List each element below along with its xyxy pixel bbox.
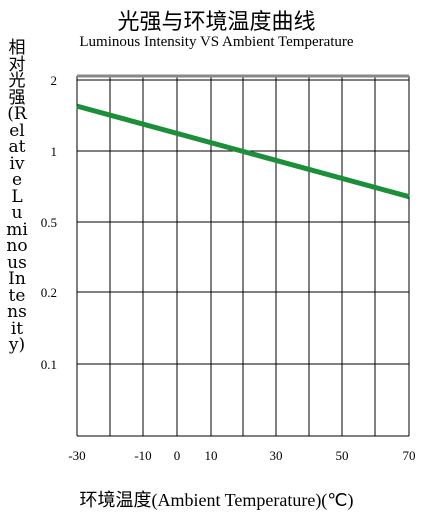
x-tick-label: 0 <box>174 448 181 463</box>
y-tick-label: 2 <box>51 73 58 88</box>
x-tick-label: 70 <box>403 448 416 463</box>
x-tick-label: 50 <box>336 448 349 463</box>
y-tick-label: 0.1 <box>41 357 57 372</box>
x-tick-label: -30 <box>68 448 85 463</box>
series-line <box>76 103 410 200</box>
chart-title: 光强与环境温度曲线 <box>117 10 316 35</box>
y-tick-label: 0.2 <box>41 285 57 300</box>
x-axis-label: 环境温度(Ambient Temperature)(℃) <box>79 490 354 510</box>
chart-subtitle: Luminous Intensity VS Ambient Temperatur… <box>79 34 354 50</box>
x-tick-label: 30 <box>270 448 283 463</box>
y-tick-label: 0.5 <box>41 215 57 230</box>
x-tick-label: -10 <box>134 448 151 463</box>
x-tick-label: 10 <box>205 448 218 463</box>
y-axis-label: 相对光强(Relative Luminous Intensity) <box>6 38 28 355</box>
y-tick-label: 1 <box>51 144 58 159</box>
